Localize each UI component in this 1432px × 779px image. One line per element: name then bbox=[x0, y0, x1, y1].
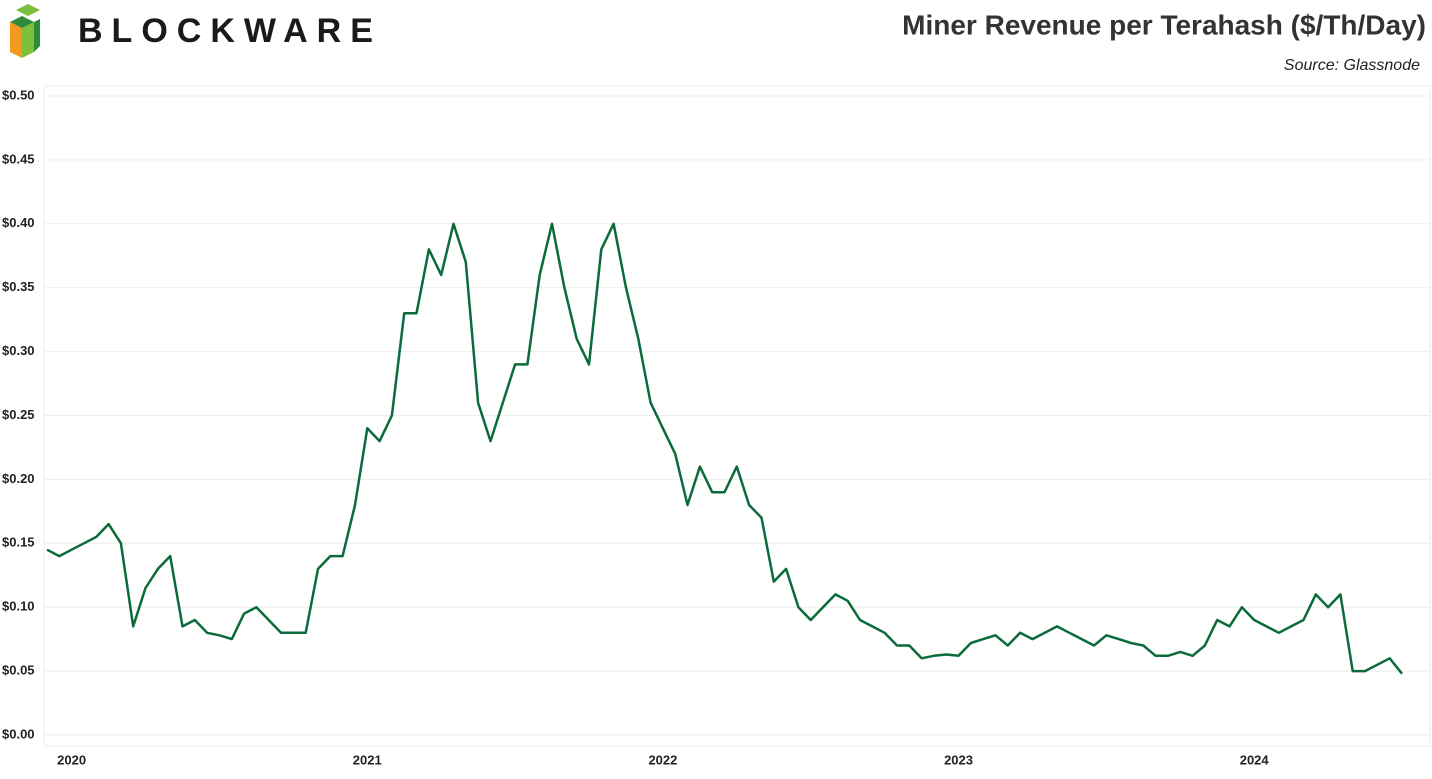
y-tick-label: $0.10 bbox=[2, 599, 35, 614]
y-tick-label: $0.35 bbox=[2, 279, 35, 294]
line-series bbox=[46, 222, 1403, 675]
y-tick-label: $0.15 bbox=[2, 535, 35, 550]
x-tick-label: 2024 bbox=[1240, 752, 1270, 767]
y-tick-label: $0.50 bbox=[2, 87, 35, 102]
logo-icon bbox=[10, 4, 40, 58]
x-tick-label: 2021 bbox=[353, 752, 382, 767]
y-tick-label: $0.20 bbox=[2, 471, 35, 486]
y-tick-label: $0.00 bbox=[2, 726, 35, 741]
logo-text: BLOCKWARE bbox=[78, 12, 382, 50]
chart-subtitle: Source: Glassnode bbox=[1284, 57, 1420, 74]
y-tick-label: $0.40 bbox=[2, 215, 35, 230]
x-tick-label: 2023 bbox=[944, 752, 973, 767]
y-tick-label: $0.30 bbox=[2, 343, 35, 358]
y-tick-label: $0.05 bbox=[2, 663, 35, 678]
x-tick-label: 2022 bbox=[648, 752, 677, 767]
y-tick-label: $0.25 bbox=[2, 407, 35, 422]
y-tick-label: $0.45 bbox=[2, 151, 35, 166]
chart-title: Miner Revenue per Terahash ($/Th/Day) bbox=[902, 9, 1426, 40]
x-tick-label: 2020 bbox=[57, 752, 86, 767]
